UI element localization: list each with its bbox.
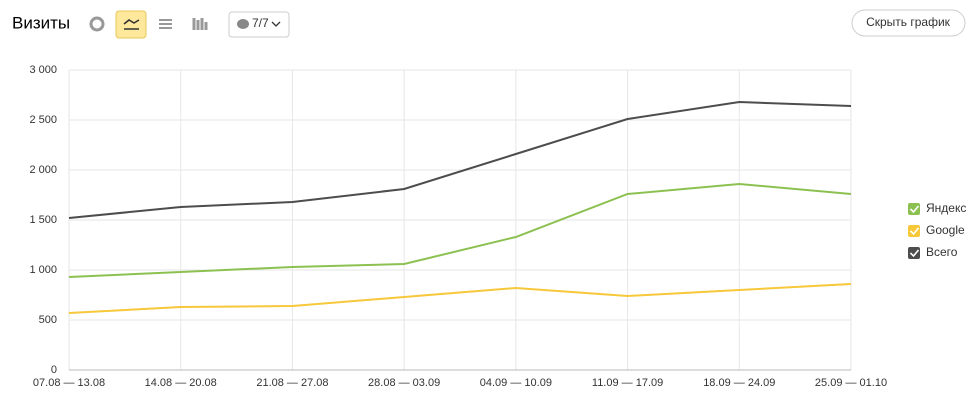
filter-label: 7/7 — [252, 16, 269, 30]
y-tick-label: 2 000 — [29, 164, 57, 176]
legend-check — [909, 249, 920, 258]
legend-check — [909, 227, 920, 236]
series-line — [68, 182, 852, 278]
y-tick-label: 1 000 — [29, 264, 57, 276]
legend-check — [909, 205, 920, 214]
x-tick-label: 18.09 — 24.09 — [703, 377, 775, 389]
y-tick-label: 1 500 — [29, 214, 57, 226]
hide-chart-button[interactable]: Скрыть график — [851, 9, 966, 37]
legend-label[interactable]: Всего — [926, 245, 958, 259]
x-tick-label: 28.08 — 03.09 — [368, 377, 440, 389]
x-tick-label: 11.09 — 17.09 — [592, 377, 663, 389]
filter-button[interactable]: 7/7 — [228, 11, 290, 38]
chart-type-line[interactable] — [115, 10, 147, 39]
chart-type-area[interactable] — [159, 19, 172, 29]
legend-label[interactable]: Google — [926, 223, 965, 237]
hide-chart-label: Скрыть график — [866, 15, 951, 29]
y-tick-label: 500 — [39, 314, 57, 326]
legend-checkbox[interactable] — [908, 203, 920, 215]
series-line — [68, 100, 852, 219]
y-tick-label: 3 000 — [29, 64, 57, 76]
legend-checkbox[interactable] — [908, 247, 920, 259]
x-tick-label: 21.08 — 27.08 — [256, 377, 328, 389]
chart-type-bar[interactable] — [192, 18, 208, 30]
legend-label[interactable]: Яндекс — [926, 201, 966, 215]
x-tick-label: 25.09 — 01.10 — [815, 377, 887, 389]
legend-checkbox[interactable] — [908, 225, 920, 237]
y-tick-label: 2 500 — [29, 114, 57, 126]
y-tick-label: 0 — [51, 364, 57, 376]
page-title: Визиты — [12, 13, 70, 32]
chart-type-pie[interactable] — [89, 16, 105, 32]
x-tick-label: 14.08 — 20.08 — [145, 377, 217, 389]
x-tick-label: 04.09 — 10.09 — [480, 377, 552, 389]
series-line — [68, 283, 852, 314]
x-tick-label: 07.08 — 13.08 — [33, 377, 105, 389]
